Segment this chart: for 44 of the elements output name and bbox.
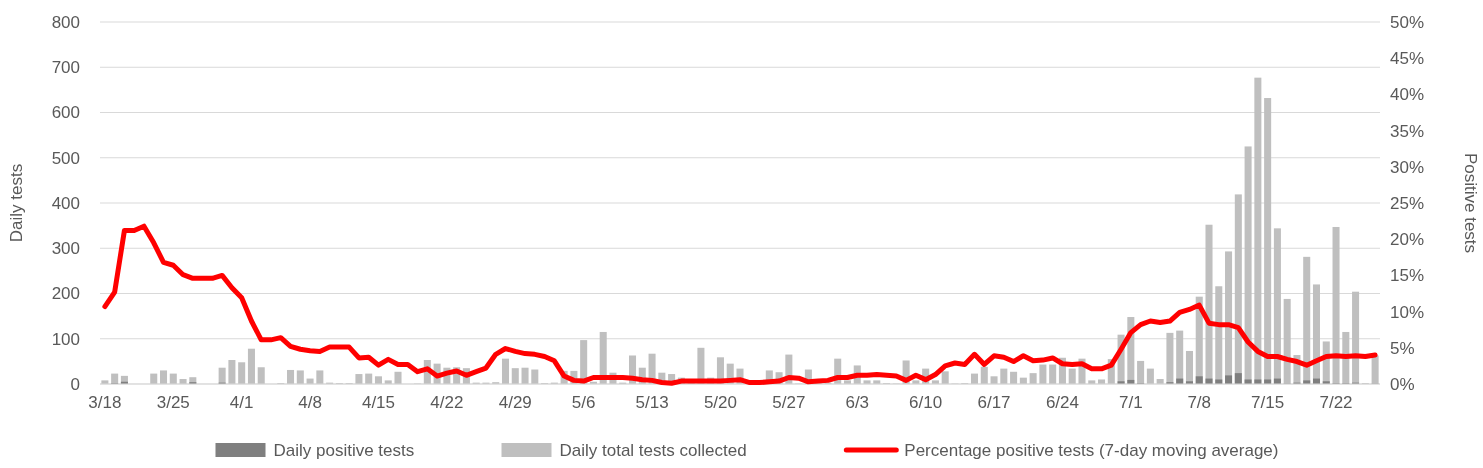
x-tick-label: 4/15 [361, 393, 396, 412]
y2-tick-label: 35% [1390, 121, 1425, 141]
x-tick-label: 4/8 [298, 393, 322, 412]
y2-tick-label: 5% [1390, 338, 1415, 358]
x-tick-label: 7/8 [1187, 393, 1212, 412]
x-tick-label: 7/15 [1251, 393, 1285, 412]
y2-tick-label: 25% [1390, 193, 1425, 213]
y2-tick-label: 40% [1390, 85, 1425, 105]
y2-tick-label: 45% [1390, 49, 1425, 69]
y-tick-label: 800 [51, 12, 80, 32]
x-tick-label: 5/20 [703, 393, 737, 412]
legend-label: Daily total tests collected [559, 441, 747, 460]
y-tick-label: 300 [51, 239, 80, 259]
legend-label: Percentage positive tests (7-day moving average) [904, 441, 1279, 460]
y2-tick-label: 20% [1390, 230, 1425, 250]
x-tick-label: 5/6 [571, 393, 596, 412]
x-tick-label: 4/1 [229, 393, 254, 412]
x-tick-label: 7/1 [1119, 393, 1143, 412]
x-tick-label: 7/22 [1319, 393, 1353, 412]
y-tick-label: 200 [51, 284, 80, 304]
y2-axis-title: Positive tests [1461, 152, 1480, 254]
y-axis-title: Daily tests [7, 163, 26, 243]
y2-tick-label: 50% [1390, 12, 1425, 32]
legend-label: Daily positive tests [273, 441, 415, 460]
x-tick-label: 5/13 [635, 393, 669, 412]
x-tick-label: 6/10 [909, 393, 943, 412]
y2-tick-label: 10% [1390, 302, 1425, 322]
y2-tick-label: 30% [1390, 157, 1425, 177]
x-tick-label: 4/22 [430, 393, 464, 412]
y-tick-label: 600 [51, 103, 80, 123]
x-tick-label: 6/24 [1045, 393, 1079, 412]
x-tick-label: 6/3 [845, 393, 870, 412]
x-tick-label: 3/18 [88, 393, 122, 412]
y2-tick-label: 0% [1390, 374, 1415, 394]
y-tick-label: 0 [70, 374, 80, 394]
x-tick-label: 6/17 [977, 393, 1011, 412]
y-tick-label: 100 [51, 329, 80, 349]
y2-tick-label: 15% [1390, 266, 1425, 286]
x-tick-label: 3/25 [156, 393, 190, 412]
y-tick-label: 700 [51, 58, 80, 78]
y-tick-label: 500 [51, 148, 80, 168]
x-tick-label: 5/27 [772, 393, 806, 412]
x-tick-label: 4/29 [498, 393, 532, 412]
y-tick-label: 400 [51, 193, 80, 213]
